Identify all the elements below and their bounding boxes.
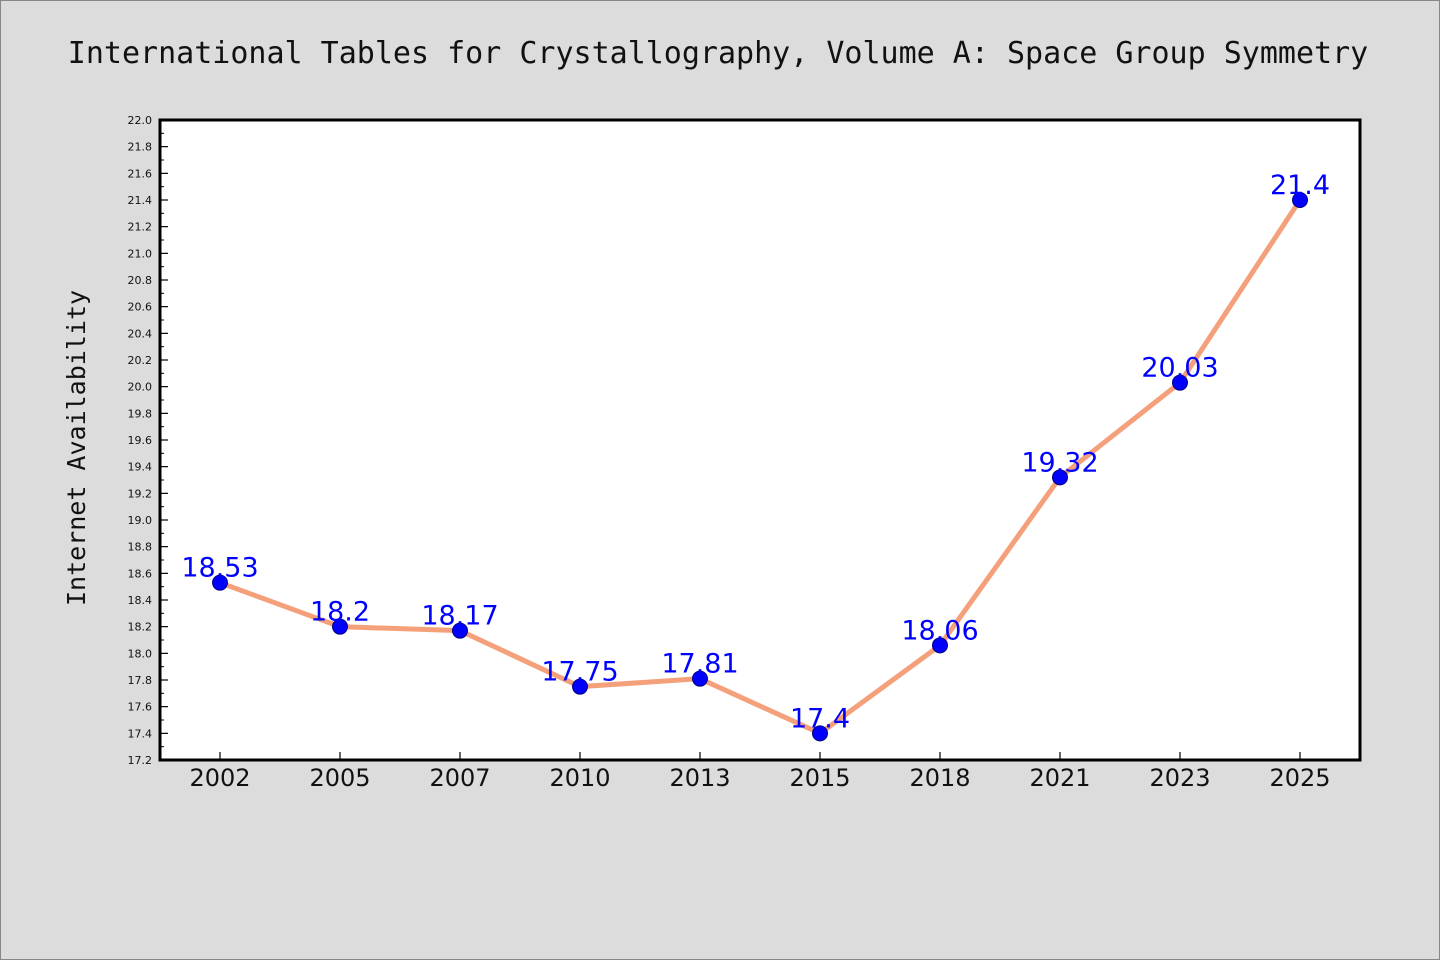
y-tick-label: 20.4 xyxy=(128,327,153,340)
data-point xyxy=(572,678,588,695)
data-point xyxy=(1292,192,1308,208)
y-axis-label: Internet Availability xyxy=(62,290,91,606)
y-tick-label: 18.0 xyxy=(128,647,153,660)
series-line xyxy=(217,197,1303,736)
data-label: 21.4 xyxy=(1270,170,1330,201)
data-label: 18.53 xyxy=(181,553,258,584)
x-axis: 2002 2005 2007 2010 2013 2015 2018 2021 2023 2025 xyxy=(189,752,1331,792)
data-point xyxy=(932,637,948,654)
y-tick-label: 17.4 xyxy=(128,727,153,740)
y-tick-label: 18.8 xyxy=(128,541,153,554)
plot-border xyxy=(158,118,1362,762)
x-tick-label: 2023 xyxy=(1149,764,1210,792)
data-point xyxy=(692,670,708,687)
data-label: 19.32 xyxy=(1021,447,1098,478)
x-tick-label: 2010 xyxy=(549,764,610,792)
chart-title: International Tables for Crystallography… xyxy=(68,36,1368,71)
data-label: 18.2 xyxy=(310,597,370,628)
data-point xyxy=(812,725,828,742)
data-label: 20.03 xyxy=(1141,353,1218,384)
y-tick-label: 18.2 xyxy=(128,621,153,634)
y-tick-label: 21.0 xyxy=(128,247,153,260)
data-point xyxy=(212,574,228,591)
y-tick-label: 17.2 xyxy=(128,754,153,767)
data-point xyxy=(452,622,468,639)
y-tick-label: 18.6 xyxy=(128,567,153,580)
y-tick-label: 21.2 xyxy=(128,221,153,234)
x-tick-label: 2007 xyxy=(429,764,490,792)
data-label: 17.75 xyxy=(541,657,618,688)
y-tick-label: 21.6 xyxy=(128,167,153,180)
data-labels-group: 18.53 18.2 18.17 17.75 17.81 17.4 18.06 19.32 20… xyxy=(181,170,1330,734)
x-tick-label: 2018 xyxy=(909,764,970,792)
y-tick-label: 20.8 xyxy=(128,274,153,287)
data-label: 18.06 xyxy=(901,615,978,646)
data-label: 17.4 xyxy=(790,703,850,734)
y-tick-label: 18.4 xyxy=(128,594,153,607)
y-tick-label: 19.2 xyxy=(128,487,153,500)
data-point xyxy=(332,618,348,635)
y-tick-label: 20.0 xyxy=(128,381,153,394)
y-tick-label: 17.6 xyxy=(128,701,153,714)
y-tick-label: 21.8 xyxy=(128,141,153,154)
data-label: 18.17 xyxy=(421,601,498,632)
y-tick-label: 17.8 xyxy=(128,674,153,687)
x-tick-label: 2013 xyxy=(669,764,730,792)
plot-area xyxy=(160,120,1360,760)
y-tick-label: 22.0 xyxy=(128,114,153,127)
data-point xyxy=(1172,374,1188,391)
x-tick-label: 2002 xyxy=(189,764,250,792)
x-tick-label: 2021 xyxy=(1029,764,1090,792)
y-tick-label: 20.2 xyxy=(128,354,153,367)
y-tick-label: 21.4 xyxy=(128,194,153,207)
y-tick-label: 20.6 xyxy=(128,301,153,314)
y-tick-label: 19.0 xyxy=(128,514,153,527)
x-tick-label: 2015 xyxy=(789,764,850,792)
y-tick-label: 19.6 xyxy=(128,434,153,447)
data-label: 17.81 xyxy=(661,649,738,680)
x-tick-label: 2005 xyxy=(309,764,370,792)
y-tick-label: 19.8 xyxy=(128,407,153,420)
series-group xyxy=(212,192,1308,742)
y-tick-label: 19.4 xyxy=(128,461,153,474)
x-tick-label: 2025 xyxy=(1269,764,1330,792)
data-point xyxy=(1052,469,1068,486)
